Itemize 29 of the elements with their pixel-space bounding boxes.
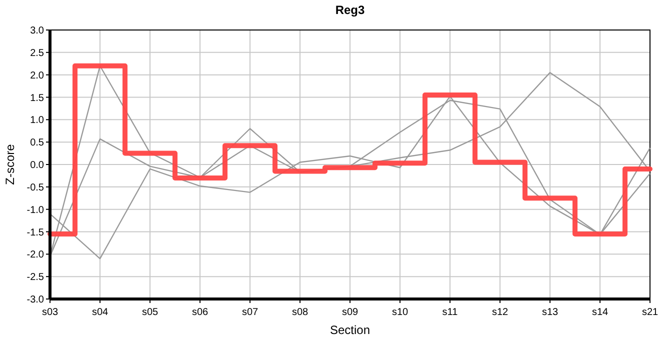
y-tick-label: 1.0 [30,115,44,126]
x-tick-label: s05 [142,307,158,318]
x-tick-label: s03 [42,307,58,318]
x-tick-label: s08 [292,307,308,318]
x-tick-label: s06 [192,307,208,318]
x-tick-label: s21 [642,307,658,318]
x-tick-label: s13 [542,307,558,318]
y-tick-label: 0.5 [30,138,44,149]
x-axis-title: Section [330,323,370,337]
chart-title: Reg3 [335,3,365,17]
x-tick-label: s07 [242,307,258,318]
x-tick-label: s04 [92,307,108,318]
y-tick-label: 2.0 [30,70,44,82]
y-tick-label: -2.0 [26,250,44,261]
y-tick-label: -2.5 [26,272,44,284]
x-tick-label: s10 [392,307,408,318]
y-tick-label: 2.5 [30,48,44,59]
y-tick-label: 1.5 [30,92,44,104]
y-tick-label: 0.0 [30,160,44,171]
y-tick-label: -0.5 [26,182,44,194]
x-tick-label: s12 [492,307,508,318]
y-axis-title: Z-score [3,144,17,185]
y-tick-label: -1.5 [26,227,44,238]
y-tick-label: -3.0 [26,294,44,306]
x-tick-label: s14 [592,307,608,318]
x-tick-label: s11 [442,307,458,318]
x-tick-label: s09 [342,307,358,318]
y-tick-label: 3.0 [30,26,44,36]
y-tick-label: -1.0 [26,204,44,216]
